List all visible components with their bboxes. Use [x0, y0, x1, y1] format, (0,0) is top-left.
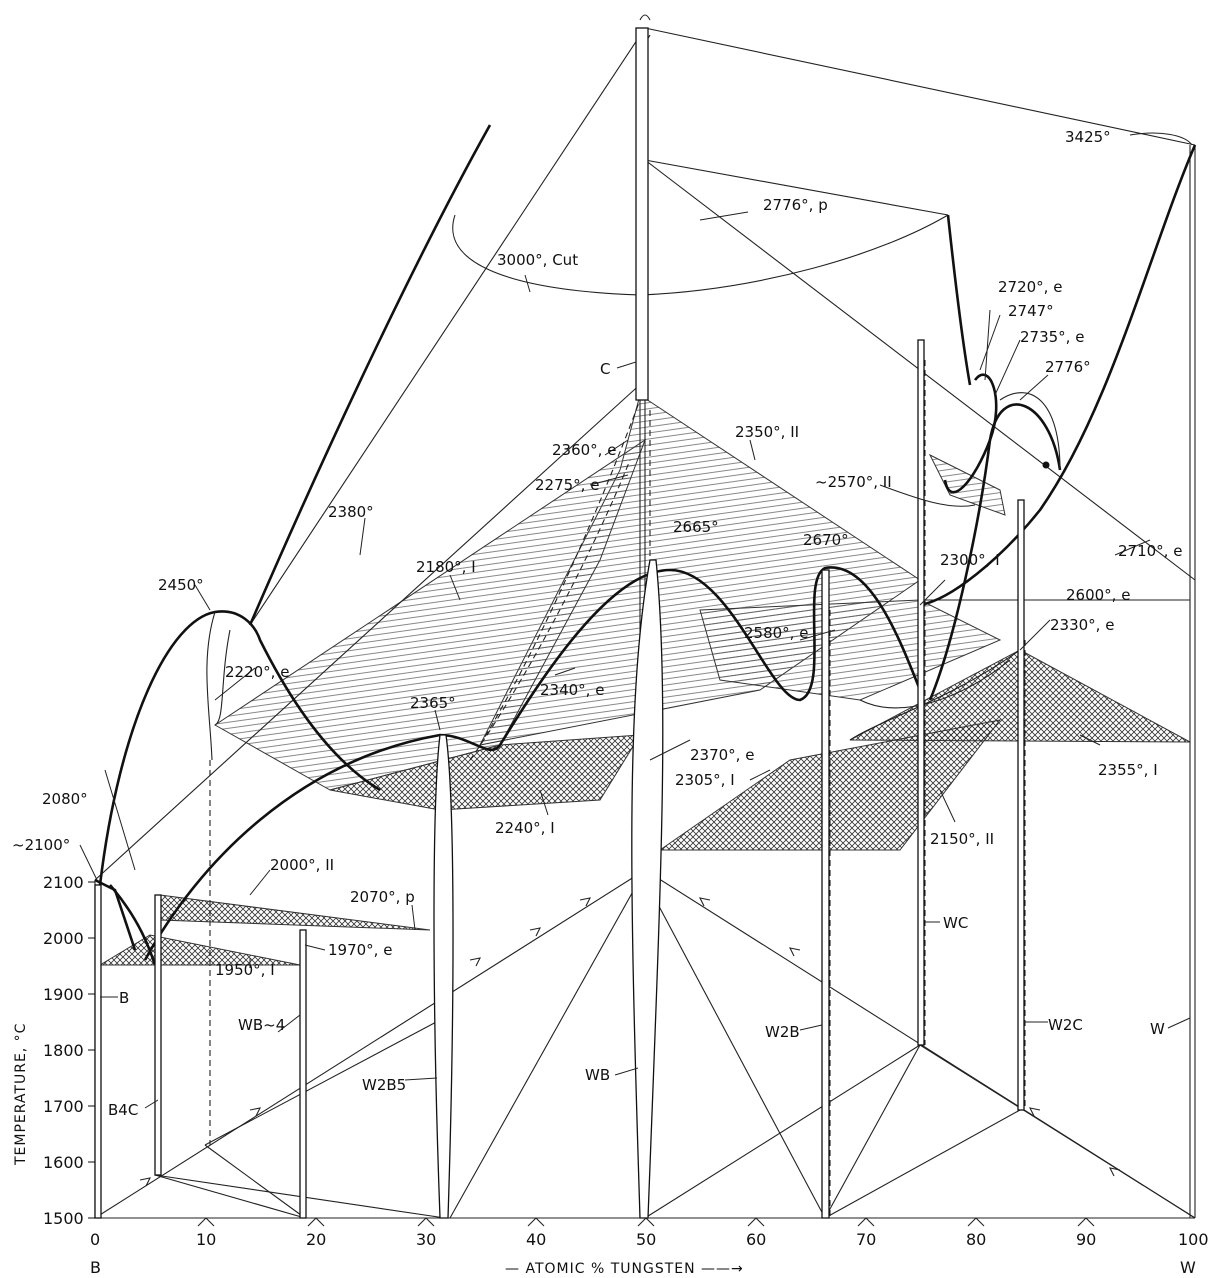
x-axis-title: — ATOMIC % TUNGSTEN ——→ [505, 1261, 744, 1277]
label-2580-e: 2580°, e [744, 624, 808, 642]
y-tick-2100: 2100 [43, 873, 84, 892]
y-tick-1800: 1800 [43, 1041, 84, 1060]
x-tick-marks [197, 1217, 1095, 1227]
leader-lines [79, 132, 1193, 1109]
label-wb: WB [585, 1066, 610, 1084]
x-tick-50: 50 [636, 1230, 656, 1249]
label-2600-e: 2600°, e [1066, 586, 1130, 604]
label-2450: 2450° [158, 576, 204, 594]
plane-1950-I [98, 934, 301, 966]
column-b [94, 884, 102, 1219]
tie-line-arrows [139, 897, 1121, 1187]
x-tick-90: 90 [1076, 1230, 1096, 1249]
label-2000-II: 2000°, II [270, 856, 334, 874]
label-2720-e: 2720°, e [998, 278, 1062, 296]
column-wb [631, 559, 664, 1219]
label-1950-I: 1950°, I [215, 961, 275, 979]
plane-2570-II [928, 453, 1006, 516]
label-2275-e: 2275°, e [535, 476, 599, 494]
label-w2b: W2B [765, 1023, 800, 1041]
right-element-label: W [1180, 1258, 1196, 1277]
plane-2240-I [329, 734, 641, 811]
label-2570-II: ~2570°, II [815, 473, 892, 491]
liquidus-curves [94, 124, 1197, 966]
left-element-label: B [90, 1258, 101, 1277]
phase-labels: WC B WB~4 W2B W2C W B4C W2B5 WB [108, 914, 1165, 1119]
x-tick-70: 70 [856, 1230, 876, 1249]
label-2355-I: 2355°, I [1098, 761, 1158, 779]
label-2305-I: 2305°, I [675, 771, 735, 789]
label-c: C [600, 360, 610, 378]
invariant-point-dot [1042, 461, 1050, 469]
label-2360-e: 2360°, e [552, 441, 616, 459]
label-2365: 2365° [410, 694, 456, 712]
y-tick-marks [88, 881, 95, 1219]
label-wb4: WB~4 [238, 1016, 285, 1034]
y-tick-1500: 1500 [43, 1209, 84, 1228]
x-tick-80: 80 [966, 1230, 986, 1249]
label-2340-e: 2340°, e [540, 681, 604, 699]
y-tick-1900: 1900 [43, 985, 84, 1004]
label-2747: 2747° [1008, 302, 1054, 320]
column-w2b5 [433, 734, 454, 1219]
label-2180-I: 2180°, I [416, 558, 476, 576]
label-wc: WC [943, 914, 968, 932]
x-tick-20: 20 [306, 1230, 326, 1249]
column-w2c [1017, 499, 1025, 1111]
label-2100: ~2100° [12, 836, 70, 854]
label-2735-e: 2735°, e [1020, 328, 1084, 346]
label-w: W [1150, 1020, 1165, 1038]
x-tick-60: 60 [746, 1230, 766, 1249]
label-1970-e: 1970°, e [328, 941, 392, 959]
y-tick-1600: 1600 [43, 1153, 84, 1172]
phase-columns [94, 27, 1025, 1219]
label-w2c: W2C [1048, 1016, 1083, 1034]
label-2670: 2670° [803, 531, 849, 549]
y-tick-1700: 1700 [43, 1097, 84, 1116]
column-wb4 [299, 929, 307, 1219]
x-tick-30: 30 [416, 1230, 436, 1249]
x-tick-40: 40 [526, 1230, 546, 1249]
x-tick-10: 10 [196, 1230, 216, 1249]
temperature-axis: 1500 1600 1700 1800 1900 2000 2100 TEMPE… [13, 873, 96, 1228]
column-w2b [821, 569, 830, 1219]
label-2370-e: 2370°, e [690, 746, 754, 764]
label-2300-I: 2300°, I [940, 551, 1000, 569]
column-b4c [154, 894, 162, 1176]
base-plane-lines [94, 869, 1196, 1219]
y-tick-2000: 2000 [43, 929, 84, 948]
label-b4c: B4C [108, 1101, 138, 1119]
column-c [635, 27, 649, 401]
label-2150-II: 2150°, II [930, 830, 994, 848]
label-2776-p: 2776°, p [763, 196, 828, 214]
composition-axis: 0 10 20 30 40 50 60 70 80 90 100 B W — A… [90, 1217, 1209, 1277]
label-b: B [119, 989, 129, 1007]
plane-2180-I [214, 438, 647, 791]
x-tick-100: 100 [1178, 1230, 1209, 1249]
label-2330-e: 2330°, e [1050, 616, 1114, 634]
label-2665: 2665° [673, 518, 719, 536]
label-3425: 3425° [1065, 128, 1111, 146]
label-2350-II: 2350°, II [735, 423, 799, 441]
x-tick-0: 0 [90, 1230, 100, 1249]
y-axis-title: TEMPERATURE, °C [13, 1023, 29, 1166]
column-wc [917, 339, 925, 1046]
label-2776: 2776° [1045, 358, 1091, 376]
label-2080: 2080° [42, 790, 88, 808]
label-2240-I: 2240°, I [495, 819, 555, 837]
label-w2b5: W2B5 [362, 1076, 406, 1094]
temperature-labels: 3425° 2776°, p 3000°, Cut C 2720°, e 274… [12, 128, 1182, 979]
label-3000-cut: 3000°, Cut [497, 251, 578, 269]
label-2710-e: 2710°, e [1118, 542, 1182, 560]
label-2380: 2380° [328, 503, 374, 521]
label-2070-p: 2070°, p [350, 888, 415, 906]
label-2220-e: 2220°, e [225, 663, 289, 681]
